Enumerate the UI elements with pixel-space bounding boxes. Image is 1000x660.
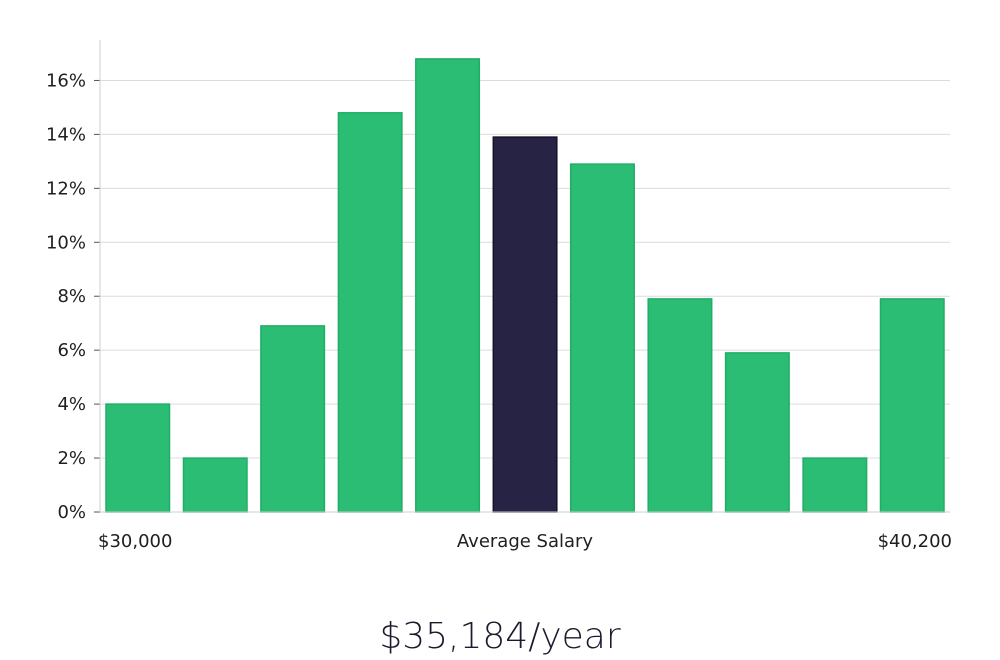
bar [647, 298, 713, 513]
bar [182, 457, 248, 513]
bar [724, 352, 790, 513]
y-tick-labels: 0% 2% 4% 6% 8% 10% 12% 14% 16% [46, 70, 86, 523]
y-tick-label: 0% [57, 502, 86, 523]
y-tick-label: 2% [57, 448, 86, 469]
bar [879, 298, 945, 513]
x-axis-label: Average Salary [457, 531, 594, 552]
average-salary-headline: $35,184/year [379, 616, 621, 657]
y-tick-label: 14% [46, 124, 86, 145]
y-tick-label: 16% [46, 70, 86, 91]
bar [337, 112, 403, 513]
axis-layer [94, 40, 950, 513]
bar-highlighted [492, 136, 558, 513]
bar [802, 457, 868, 513]
bar [415, 58, 481, 513]
y-tick-label: 6% [57, 340, 86, 361]
bar [105, 403, 171, 513]
bar [569, 163, 635, 513]
y-tick-label: 8% [57, 286, 86, 307]
y-tick-label: 12% [46, 178, 86, 199]
x-min-label: $30,000 [98, 531, 172, 552]
bar [260, 325, 326, 513]
bars-layer [105, 58, 945, 513]
y-tick-label: 4% [57, 394, 86, 415]
x-max-label: $40,200 [878, 531, 952, 552]
y-tick-label: 10% [46, 232, 86, 253]
